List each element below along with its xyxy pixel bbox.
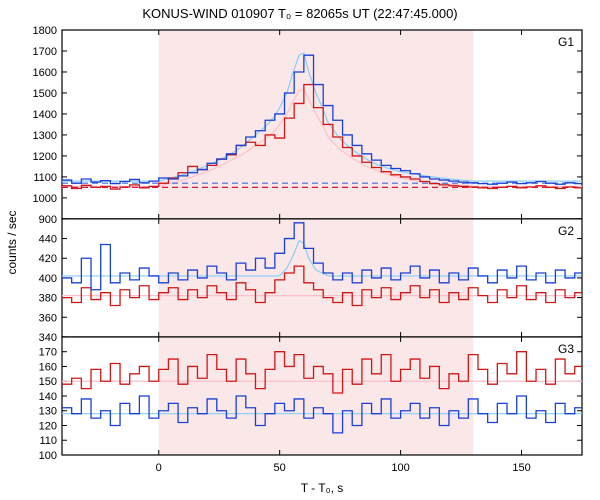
y-tick-label: 120 [39, 420, 57, 432]
shaded-region [159, 337, 473, 455]
y-tick-label: 1100 [33, 172, 57, 184]
y-tick-label: 1600 [33, 67, 57, 79]
shaded-region [159, 30, 473, 219]
chart-title: KONUS-WIND 010907 T₀ = 82065s UT (22:47:… [142, 6, 457, 21]
panel-label: G2 [558, 224, 574, 238]
y-tick-label: 420 [39, 253, 57, 265]
lightcurve-chart: KONUS-WIND 010907 T₀ = 82065s UT (22:47:… [0, 0, 600, 500]
y-tick-label: 130 [39, 406, 57, 418]
panel-label: G3 [558, 342, 574, 356]
x-tick-label: 0 [156, 462, 162, 474]
y-tick-label: 380 [39, 293, 57, 305]
y-tick-label: 1800 [33, 25, 57, 37]
y-tick-label: 1700 [33, 46, 57, 58]
x-tick-label: 50 [274, 462, 286, 474]
y-tick-label: 440 [39, 234, 57, 246]
panel-G1: 900 1000 1100 1200 1300 1400 1500 1600 1700 1800 G… [33, 25, 582, 226]
panel-G2: 340 360 380 400 420 440 G2 [39, 219, 582, 344]
y-tick-label: 140 [39, 391, 57, 403]
x-axis-label: T - T₀, s [301, 481, 344, 495]
y-tick-label: 100 [39, 450, 57, 462]
y-tick-label: 1400 [33, 109, 57, 121]
y-tick-label: 170 [39, 347, 57, 359]
y-axis-label: counts / sec [5, 210, 19, 274]
y-tick-label: 1300 [33, 130, 57, 142]
y-tick-label: 110 [39, 435, 57, 447]
panel-G3: 100 110 120 130 140 150 160 170 0 50 100 150 G3 [39, 337, 582, 474]
x-tick-label: 100 [391, 462, 409, 474]
y-tick-label: 400 [39, 273, 57, 285]
y-tick-label: 900 [39, 214, 57, 226]
x-tick-label: 150 [512, 462, 530, 474]
y-tick-label: 1500 [33, 88, 57, 100]
y-tick-label: 150 [39, 376, 57, 388]
y-tick-label: 360 [39, 312, 57, 324]
y-tick-label: 1200 [33, 151, 57, 163]
y-tick-label: 1000 [33, 193, 57, 205]
panel-label: G1 [558, 35, 574, 49]
y-tick-label: 340 [39, 332, 57, 344]
y-tick-label: 160 [39, 361, 57, 373]
